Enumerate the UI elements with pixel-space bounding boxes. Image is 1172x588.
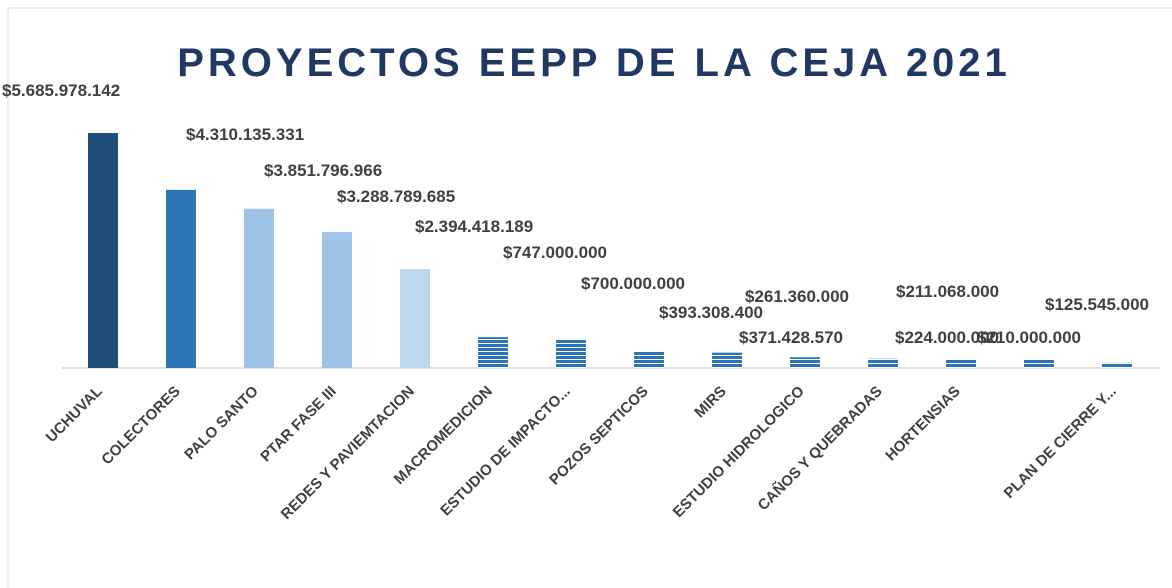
data-label: $3.851.796.966 [264,161,382,180]
bar [322,232,352,368]
data-label: $210.000.000 [977,328,1081,347]
data-label: $5.685.978.142 [2,81,120,100]
bar [946,359,976,368]
data-label: $747.000.000 [503,243,607,262]
data-label: $125.545.000 [1045,295,1149,314]
bar [556,339,586,368]
bar [712,352,742,368]
bar [400,269,430,368]
data-label: $3.288.789.685 [337,187,455,206]
chart-frame [7,7,1172,588]
bar [166,189,196,368]
bar [790,357,820,368]
data-label: $261.360.000 [745,287,849,306]
bar [868,358,898,368]
bar [478,337,508,368]
data-label: $2.394.418.189 [415,217,533,236]
data-label: $371.428.570 [739,328,843,347]
data-label: $4.310.135.331 [186,125,304,144]
bar [634,351,664,368]
data-label: $700.000.000 [581,274,685,293]
data-label: $211.068.000 [896,282,999,301]
data-label: $393.308.400 [659,303,763,322]
chart-title: PROYECTOS EEPP DE LA CEJA 2021 [177,41,1011,85]
data-label: $224.000.000 [895,328,999,347]
bar [1024,359,1054,368]
bar [244,208,274,368]
bar [1102,362,1132,368]
bar [88,133,118,368]
